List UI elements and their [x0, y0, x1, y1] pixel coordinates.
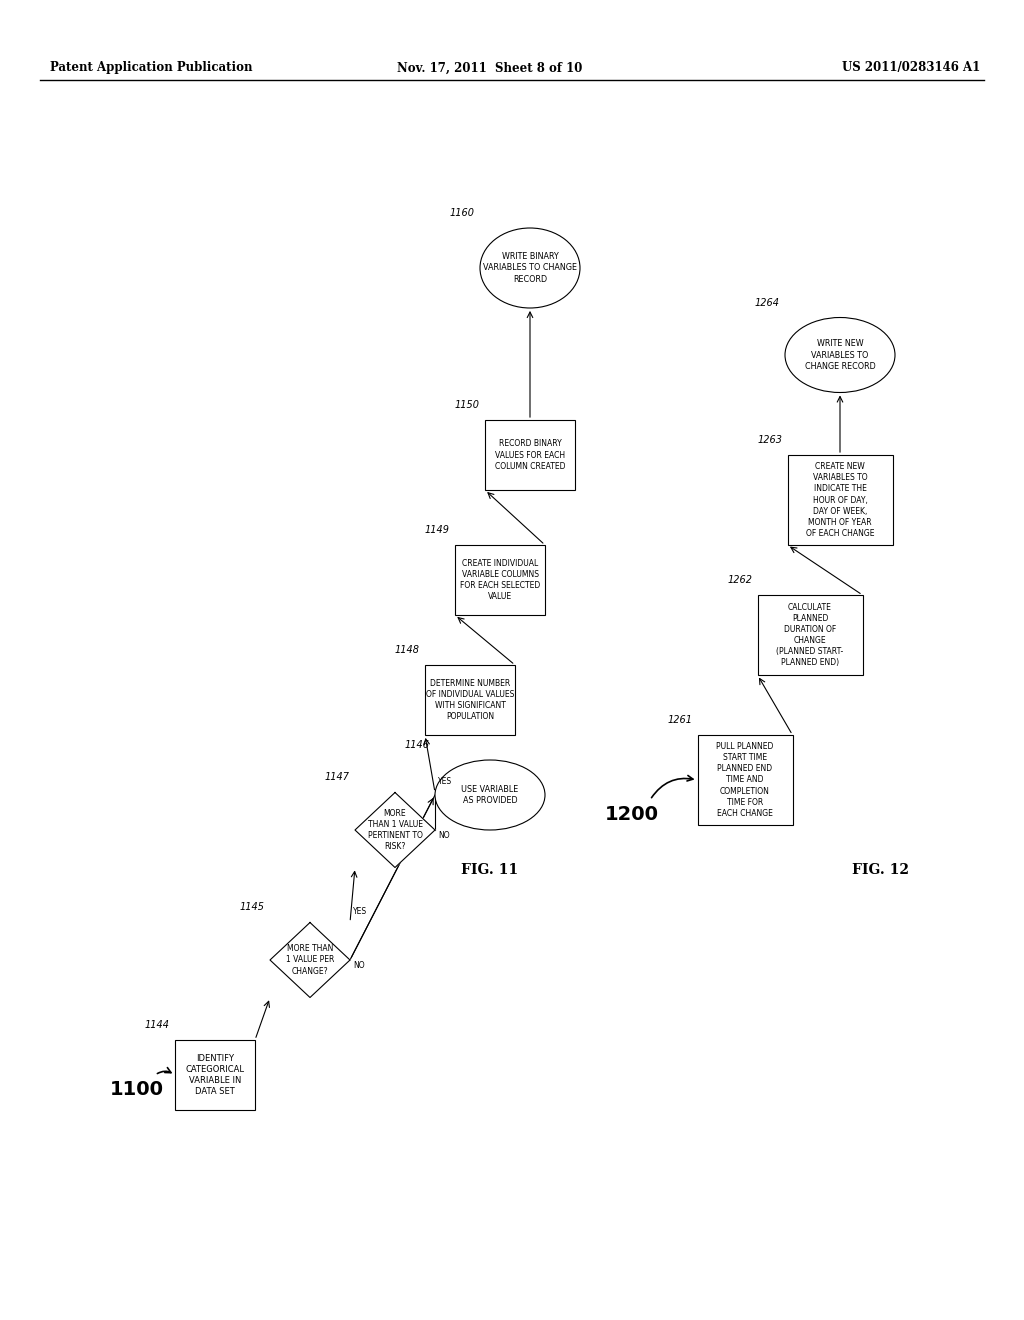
Text: RECORD BINARY
VALUES FOR EACH
COLUMN CREATED: RECORD BINARY VALUES FOR EACH COLUMN CRE… — [495, 440, 565, 471]
Text: 1264: 1264 — [755, 297, 780, 308]
Text: FIG. 12: FIG. 12 — [852, 863, 908, 876]
Text: 1145: 1145 — [240, 903, 265, 912]
Text: Nov. 17, 2011  Sheet 8 of 10: Nov. 17, 2011 Sheet 8 of 10 — [397, 62, 583, 74]
Text: 1261: 1261 — [668, 715, 692, 725]
Text: 1262: 1262 — [727, 576, 753, 585]
Text: 1100: 1100 — [110, 1080, 164, 1100]
Text: 1160: 1160 — [450, 209, 475, 218]
Text: DETERMINE NUMBER
OF INDIVIDUAL VALUES
WITH SIGNIFICANT
POPULATION: DETERMINE NUMBER OF INDIVIDUAL VALUES WI… — [426, 678, 514, 721]
Ellipse shape — [435, 760, 545, 830]
Text: 1148: 1148 — [395, 645, 420, 655]
Text: YES: YES — [353, 908, 368, 916]
Ellipse shape — [785, 318, 895, 392]
Text: CREATE NEW
VARIABLES TO
INDICATE THE
HOUR OF DAY,
DAY OF WEEK,
MONTH OF YEAR
OF : CREATE NEW VARIABLES TO INDICATE THE HOU… — [806, 462, 874, 537]
Text: 1144: 1144 — [145, 1020, 170, 1030]
Text: WRITE BINARY
VARIABLES TO CHANGE
RECORD: WRITE BINARY VARIABLES TO CHANGE RECORD — [483, 252, 577, 284]
Text: 1147: 1147 — [325, 772, 350, 783]
Text: IDENTIFY
CATEGORICAL
VARIABLE IN
DATA SET: IDENTIFY CATEGORICAL VARIABLE IN DATA SE… — [185, 1053, 245, 1096]
Polygon shape — [355, 792, 435, 867]
FancyBboxPatch shape — [787, 455, 893, 545]
Text: 1263: 1263 — [758, 436, 782, 445]
Text: Patent Application Publication: Patent Application Publication — [50, 62, 253, 74]
Text: 1200: 1200 — [605, 805, 659, 824]
Text: MORE THAN
1 VALUE PER
CHANGE?: MORE THAN 1 VALUE PER CHANGE? — [286, 944, 334, 975]
Text: FIG. 11: FIG. 11 — [462, 863, 518, 876]
Text: YES: YES — [438, 777, 453, 787]
FancyBboxPatch shape — [425, 665, 515, 735]
Ellipse shape — [480, 228, 580, 308]
FancyBboxPatch shape — [455, 545, 545, 615]
Text: MORE
THAN 1 VALUE
PERTINENT TO
RISK?: MORE THAN 1 VALUE PERTINENT TO RISK? — [368, 809, 423, 851]
Polygon shape — [270, 923, 350, 998]
Text: CREATE INDIVIDUAL
VARIABLE COLUMNS
FOR EACH SELECTED
VALUE: CREATE INDIVIDUAL VARIABLE COLUMNS FOR E… — [460, 558, 540, 601]
FancyBboxPatch shape — [485, 420, 575, 490]
Text: WRITE NEW
VARIABLES TO
CHANGE RECORD: WRITE NEW VARIABLES TO CHANGE RECORD — [805, 339, 876, 371]
FancyBboxPatch shape — [175, 1040, 255, 1110]
Text: USE VARIABLE
AS PROVIDED: USE VARIABLE AS PROVIDED — [462, 785, 518, 805]
Text: PULL PLANNED
START TIME
PLANNED END
TIME AND
COMPLETION
TIME FOR
EACH CHANGE: PULL PLANNED START TIME PLANNED END TIME… — [717, 742, 774, 818]
Text: US 2011/0283146 A1: US 2011/0283146 A1 — [842, 62, 980, 74]
Text: 1150: 1150 — [455, 400, 480, 411]
Text: NO: NO — [438, 832, 450, 840]
Text: CALCULATE
PLANNED
DURATION OF
CHANGE
(PLANNED START-
PLANNED END): CALCULATE PLANNED DURATION OF CHANGE (PL… — [776, 603, 844, 667]
Text: 1146: 1146 — [406, 741, 430, 750]
FancyBboxPatch shape — [758, 595, 862, 675]
Text: 1149: 1149 — [425, 525, 450, 535]
Text: NO: NO — [353, 961, 365, 970]
FancyBboxPatch shape — [697, 735, 793, 825]
